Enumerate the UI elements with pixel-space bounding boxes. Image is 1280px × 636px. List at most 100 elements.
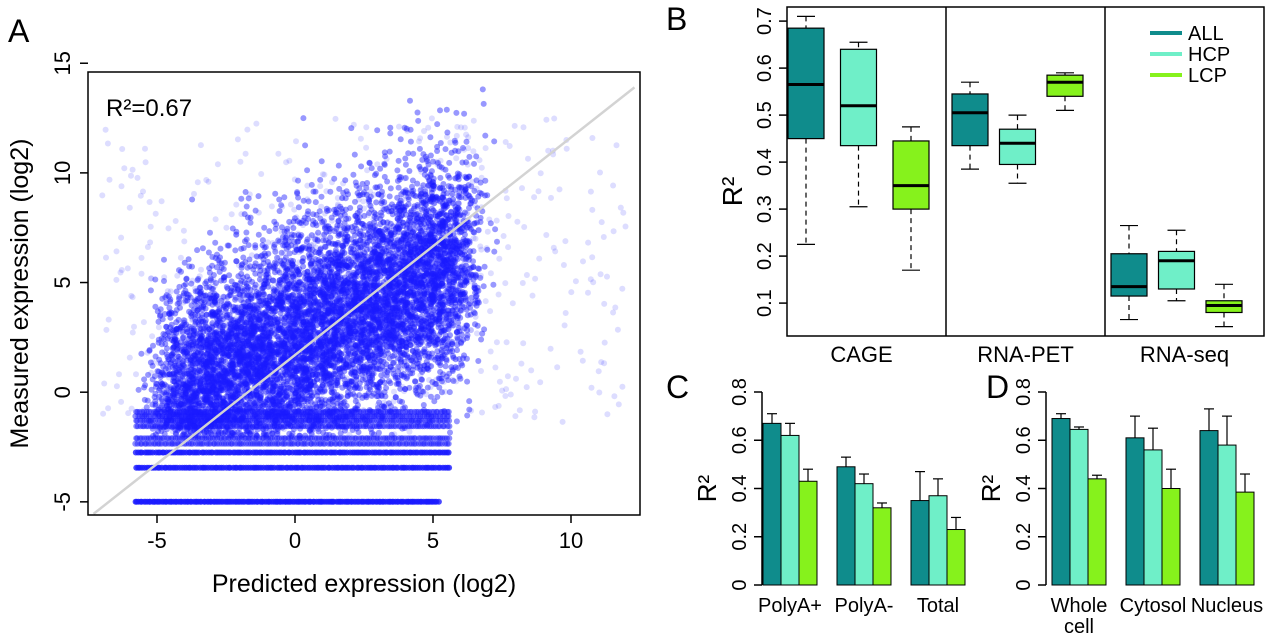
data-point — [456, 335, 463, 342]
data-point — [275, 316, 282, 323]
data-point — [217, 324, 223, 330]
data-point — [442, 363, 449, 370]
data-point — [317, 176, 324, 183]
data-point — [295, 392, 302, 399]
data-point — [135, 386, 142, 393]
data-point — [281, 194, 288, 201]
data-point — [382, 292, 389, 299]
data-point — [252, 242, 259, 249]
data-point — [383, 242, 390, 249]
data-point — [210, 292, 217, 299]
data-point — [407, 138, 414, 145]
data-point — [391, 388, 397, 395]
data-point — [446, 286, 453, 293]
data-point — [396, 279, 402, 286]
data-point — [306, 383, 313, 390]
data-point — [335, 162, 342, 169]
data-point — [271, 308, 278, 315]
data-point — [241, 376, 248, 383]
data-point — [494, 238, 500, 245]
data-point — [276, 321, 283, 328]
data-point — [298, 386, 305, 393]
data-point — [387, 130, 394, 137]
data-point — [352, 279, 359, 286]
data-point — [490, 281, 497, 288]
data-point — [386, 193, 393, 200]
data-point — [304, 290, 311, 297]
data-point — [288, 234, 295, 241]
data-point — [292, 299, 299, 306]
data-point — [462, 183, 469, 190]
panel-letter-c: C — [666, 369, 689, 405]
data-point — [359, 318, 366, 325]
data-point — [416, 163, 423, 170]
data-point — [352, 238, 359, 245]
data-point — [439, 230, 446, 237]
data-point — [371, 278, 378, 285]
panel-letter-a: A — [8, 13, 30, 49]
data-point — [361, 189, 367, 196]
data-point — [207, 229, 213, 236]
data-point — [391, 309, 398, 316]
data-point — [377, 221, 384, 228]
data-point — [449, 341, 456, 348]
data-point — [361, 327, 368, 334]
data-point — [461, 251, 468, 258]
data-point — [346, 284, 353, 290]
data-point — [282, 335, 289, 342]
data-point — [491, 138, 498, 145]
data-point — [437, 107, 443, 114]
data-point — [415, 117, 422, 124]
data-point — [209, 382, 215, 389]
data-point — [205, 347, 212, 354]
data-point — [329, 308, 336, 314]
data-point — [442, 302, 449, 309]
data-point — [345, 332, 351, 339]
data-point — [269, 323, 276, 330]
data-point — [419, 296, 426, 303]
data-point — [226, 272, 233, 279]
data-point — [224, 300, 231, 307]
data-point — [263, 314, 270, 321]
data-point — [419, 199, 426, 206]
data-point — [259, 403, 265, 410]
data-point — [243, 297, 250, 304]
data-point — [336, 262, 343, 268]
data-point — [425, 278, 432, 285]
data-point — [301, 270, 308, 276]
data-point — [344, 392, 351, 399]
data-point — [262, 297, 269, 304]
data-point — [374, 387, 381, 394]
data-point — [445, 322, 452, 329]
data-point — [133, 371, 139, 378]
data-point — [199, 402, 206, 409]
data-point — [357, 237, 364, 244]
data-point — [250, 365, 257, 372]
data-point — [173, 337, 180, 344]
data-point — [365, 212, 372, 218]
data-point — [466, 153, 473, 160]
data-point — [336, 185, 343, 192]
data-point — [345, 329, 352, 336]
data-point — [421, 220, 428, 227]
data-point — [381, 161, 388, 168]
data-point — [374, 242, 381, 249]
data-point — [323, 370, 330, 377]
data-point — [355, 312, 362, 319]
data-point — [401, 249, 408, 256]
data-point — [423, 391, 430, 398]
data-point — [393, 262, 400, 269]
data-point — [414, 260, 421, 267]
data-point — [138, 350, 145, 357]
data-point — [343, 361, 350, 368]
data-point — [307, 382, 314, 389]
data-point — [312, 286, 319, 293]
data-point — [402, 161, 409, 168]
data-point — [371, 249, 378, 256]
data-point — [452, 219, 459, 226]
data-point — [159, 349, 166, 356]
data-point — [260, 291, 267, 298]
data-point — [446, 159, 453, 166]
data-point — [176, 403, 182, 409]
